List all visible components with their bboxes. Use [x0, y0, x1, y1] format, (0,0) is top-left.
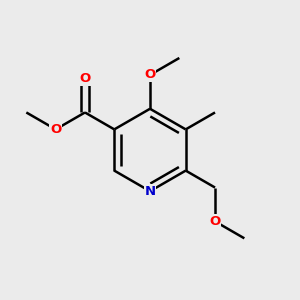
Text: O: O [144, 68, 156, 81]
Text: O: O [80, 72, 91, 85]
Text: N: N [144, 185, 156, 198]
Text: O: O [209, 215, 220, 228]
Text: O: O [50, 123, 61, 136]
